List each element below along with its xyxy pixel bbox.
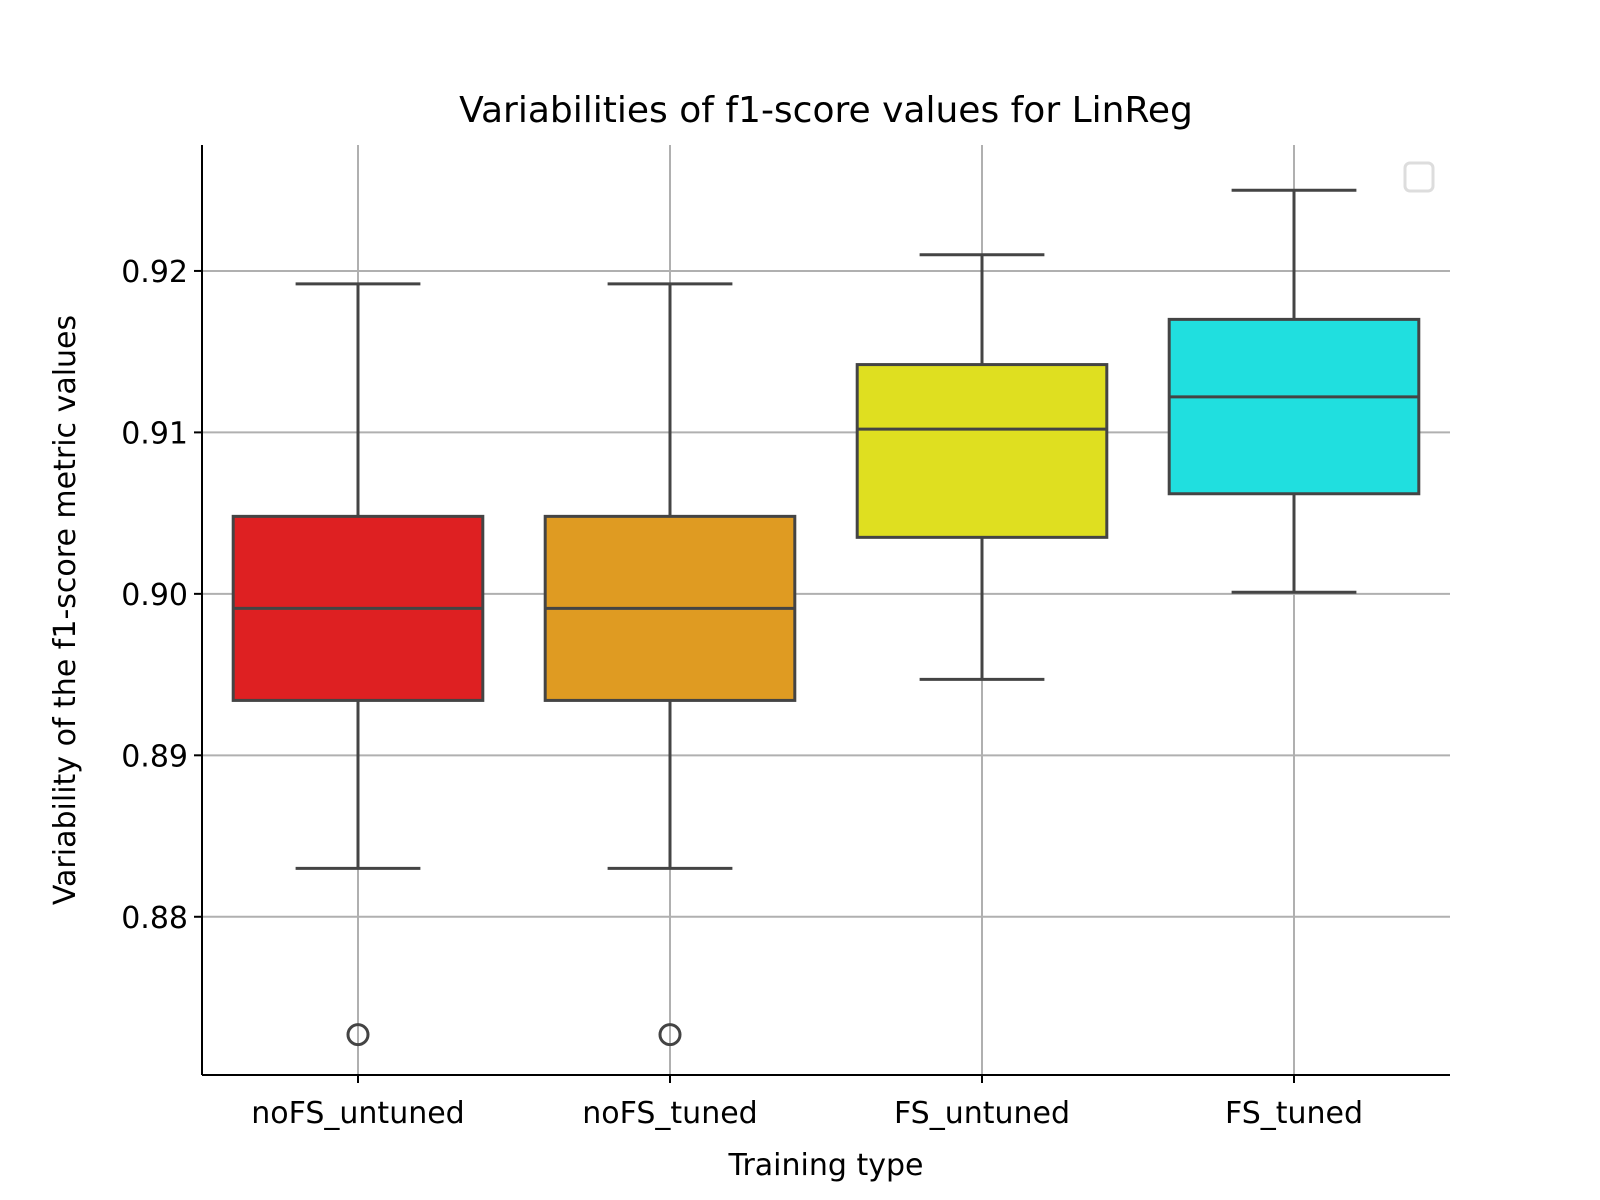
y-tick-label: 0.88 bbox=[121, 901, 188, 936]
y-tick-label: 0.92 bbox=[121, 255, 188, 290]
outlier-point bbox=[658, 1023, 682, 1047]
x-tick-label: FS_tuned bbox=[1225, 1096, 1363, 1131]
chart-title: Variabilities of f1-score values for Lin… bbox=[459, 90, 1193, 131]
x-axis-label: Training type bbox=[728, 1148, 924, 1183]
x-tick-label: FS_untuned bbox=[894, 1096, 1070, 1131]
box-FS_untuned bbox=[855, 363, 1109, 539]
box-group-noFS_untuned bbox=[231, 282, 485, 1047]
box-layer bbox=[231, 188, 1421, 1047]
box-group-noFS_tuned bbox=[543, 282, 797, 1047]
axes-layer bbox=[201, 145, 1450, 1076]
box-group-FS_untuned bbox=[855, 253, 1109, 681]
tick-layer: 0.88 0.89 0.90 0.91 0.92 noFS_untuned noFS_tun… bbox=[121, 255, 1363, 1131]
y-tick-label: 0.91 bbox=[121, 416, 188, 451]
legend-box bbox=[1403, 161, 1435, 193]
x-tick-label: noFS_untuned bbox=[251, 1096, 464, 1131]
y-tick-label: 0.90 bbox=[121, 578, 188, 613]
box-FS_tuned bbox=[1167, 317, 1421, 496]
y-tick-label: 0.89 bbox=[121, 739, 188, 774]
x-tick-label: noFS_tuned bbox=[582, 1096, 757, 1131]
outlier-point bbox=[346, 1023, 370, 1047]
y-axis-label: Variability of the f1-score metric value… bbox=[48, 315, 83, 905]
box-group-FS_tuned bbox=[1167, 188, 1421, 594]
